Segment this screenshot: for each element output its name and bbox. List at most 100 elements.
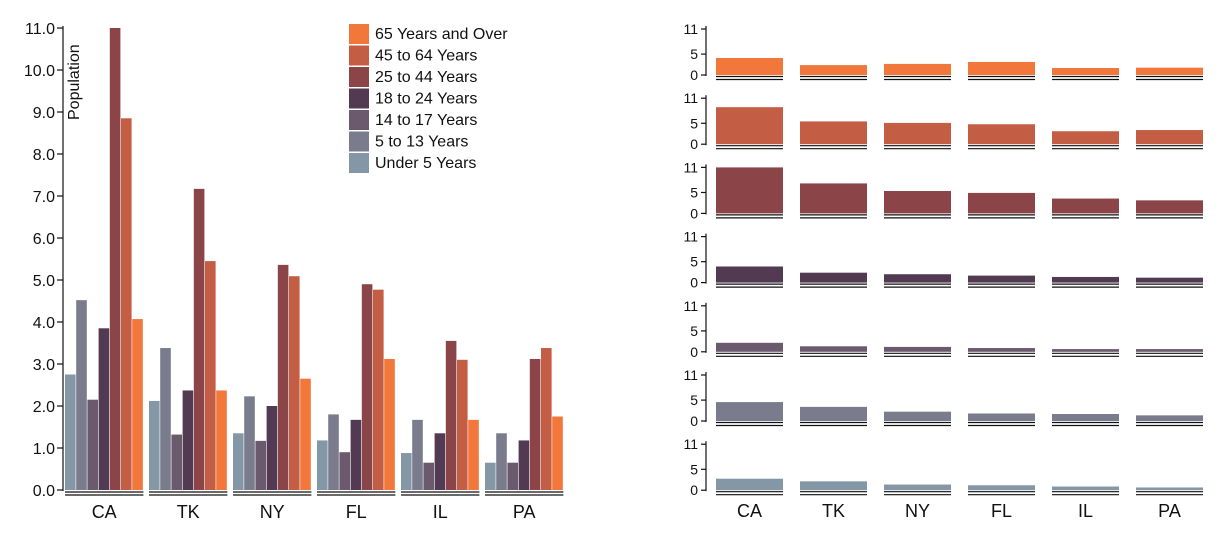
y-tick-label: 4.0 [33,315,55,332]
legend-label: 65 Years and Over [375,26,508,43]
panel-y-tick-label: 5 [690,392,698,408]
bar [800,121,867,145]
bar [968,275,1035,283]
bar [109,28,121,490]
bar [507,462,518,490]
bar [884,274,951,283]
bar [423,462,434,490]
bar [277,264,289,490]
panel-y-tick-label: 5 [690,184,698,200]
bar [716,107,783,145]
legend-swatch [349,88,369,109]
bar [171,434,182,490]
panel-y-tick-label: 0 [690,67,698,83]
bar [800,65,867,75]
bar [87,399,98,490]
bar [445,340,457,490]
y-axis-label: Population [66,44,83,120]
category-label: NY [260,502,285,522]
category-label: FL [346,502,367,522]
bar [716,402,783,421]
bar [373,289,384,490]
panel-y-tick-label: 11 [683,159,698,175]
panel-y-tick-label: 11 [683,229,698,245]
legend-label: 14 to 17 Years [375,112,477,129]
panel-y-tick-label: 11 [683,436,698,452]
bar [1052,198,1119,214]
bar [716,342,783,352]
bar [884,63,951,75]
bar [98,328,110,490]
legend-swatch [349,131,369,152]
bar [401,453,412,490]
category-label: TK [822,501,845,521]
bar [361,284,373,490]
bar [76,300,87,490]
bar [244,396,255,490]
bar [266,406,278,490]
bar [300,378,311,490]
y-tick-label: 11.0 [25,21,55,38]
bar [716,478,783,491]
bar [205,261,216,490]
bar [884,122,951,145]
category-label: PA [1158,501,1181,521]
bar [1136,200,1203,214]
bar [800,406,867,421]
panel-y-tick-label: 5 [690,461,698,477]
panel-y-tick-label: 0 [690,413,698,429]
legend-label: 18 to 24 Years [375,91,477,108]
bar [339,452,350,490]
bar [800,481,867,491]
category-label: FL [991,501,1012,521]
bar [884,411,951,421]
bar [1136,130,1203,145]
bar [968,61,1035,75]
category-label: IL [1078,501,1093,521]
bar [716,266,783,283]
bar [1136,487,1203,491]
bar [968,124,1035,145]
panel-y-tick-label: 11 [683,90,698,106]
panel-y-tick-label: 5 [690,323,698,339]
y-tick-label: 6.0 [33,231,55,248]
bar [434,433,446,490]
legend-swatch [349,24,369,44]
bar [518,440,530,490]
legend-swatch [349,45,369,66]
y-tick-label: 2.0 [33,399,55,416]
panel-y-tick-label: 0 [690,205,698,221]
panel-y-tick-label: 11 [683,21,698,37]
bar [800,272,867,283]
bar [884,484,951,491]
y-tick-label: 0.0 [33,483,55,500]
legend-swatch [349,110,369,130]
bar [485,462,496,490]
bar [800,183,867,214]
bar [1136,67,1203,75]
bar [1136,349,1203,352]
bar [800,346,867,352]
legend-swatch [349,67,369,87]
bar [412,419,423,490]
bar [496,433,507,490]
legend-swatch [349,153,369,173]
bar [384,358,395,490]
category-label: CA [737,501,762,521]
bar [1136,277,1203,283]
bar [160,348,171,490]
small-multiples-chart: 0 5 11 0 5 11 0 5 11 0 5 11 0 5 11 0 5 11 0 5 11 CA TK NY FL IL PA [683,21,1203,521]
bar [317,440,328,490]
bar [182,390,194,490]
y-tick-label: 3.0 [33,357,55,374]
panel-y-tick-label: 5 [690,46,698,62]
bar [884,346,951,352]
bar [233,433,244,490]
category-label: NY [905,501,930,521]
category-label: TK [177,502,200,522]
bar [289,276,300,490]
bar [716,167,783,214]
y-tick-label: 5.0 [33,273,55,290]
y-tick-label: 10.0 [24,63,55,80]
